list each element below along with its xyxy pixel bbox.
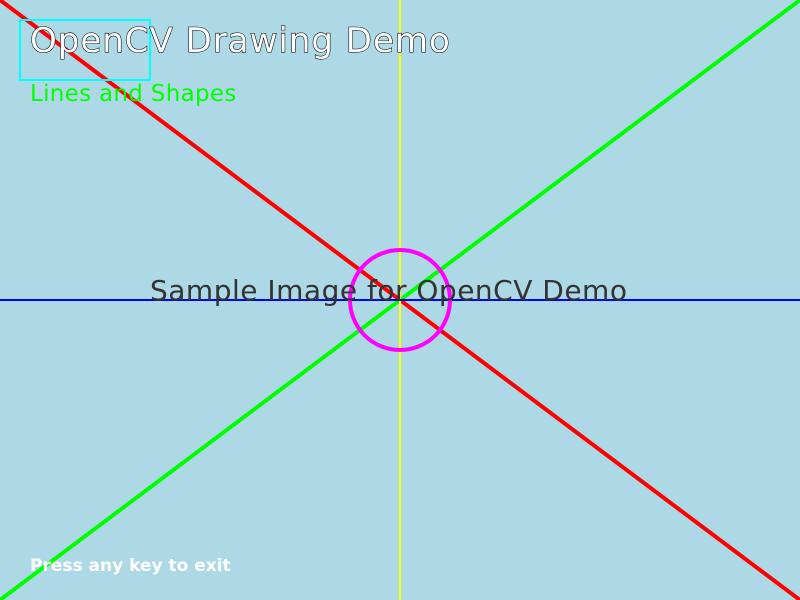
exit-hint-text: Press any key to exit bbox=[30, 556, 231, 576]
magenta-circle bbox=[348, 248, 452, 352]
title-text: OpenCV Drawing Demo bbox=[30, 21, 451, 61]
center-caption-text: Sample Image for OpenCV Demo bbox=[150, 274, 627, 307]
cyan-rectangle bbox=[19, 19, 151, 81]
subtitle-text: Lines and Shapes bbox=[30, 81, 237, 107]
